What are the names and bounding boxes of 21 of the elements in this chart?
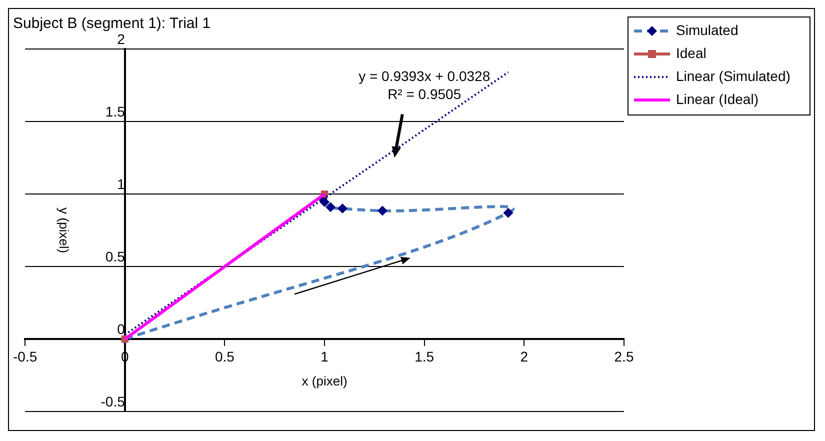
x-tick-label: 1 (320, 348, 329, 364)
legend-label: Ideal (676, 44, 706, 61)
x-tick-label: 2 (520, 348, 528, 364)
y-tick-label: 1 (117, 176, 126, 192)
x-tick-label: -0.5 (13, 348, 38, 364)
y-tick-label: -0.5 (100, 393, 126, 410)
legend-label: Linear (Ideal) (676, 90, 758, 107)
annotation: y = 0.9393x + 0.0328 (358, 68, 490, 84)
legend-label: Linear (Simulated) (676, 68, 790, 84)
y-tick-label: 1.5 (105, 103, 126, 120)
y-tick-label: 0.5 (105, 248, 126, 264)
annotation: R² = 0.9505 (388, 86, 462, 102)
legend-label: Simulated (676, 22, 738, 38)
y-tick-label: 0 (117, 320, 126, 337)
x-tick-label: 1.5 (414, 348, 434, 364)
y-tick-label: 2 (117, 30, 126, 47)
y-axis-title: y (pixel) (56, 208, 72, 254)
x-tick-label: 2.5 (614, 348, 634, 364)
x-axis-title: x (pixel) (302, 373, 348, 388)
x-tick-label: 0.5 (214, 348, 235, 364)
chart-title: Subject B (segment 1): Trial 1 (13, 15, 211, 32)
